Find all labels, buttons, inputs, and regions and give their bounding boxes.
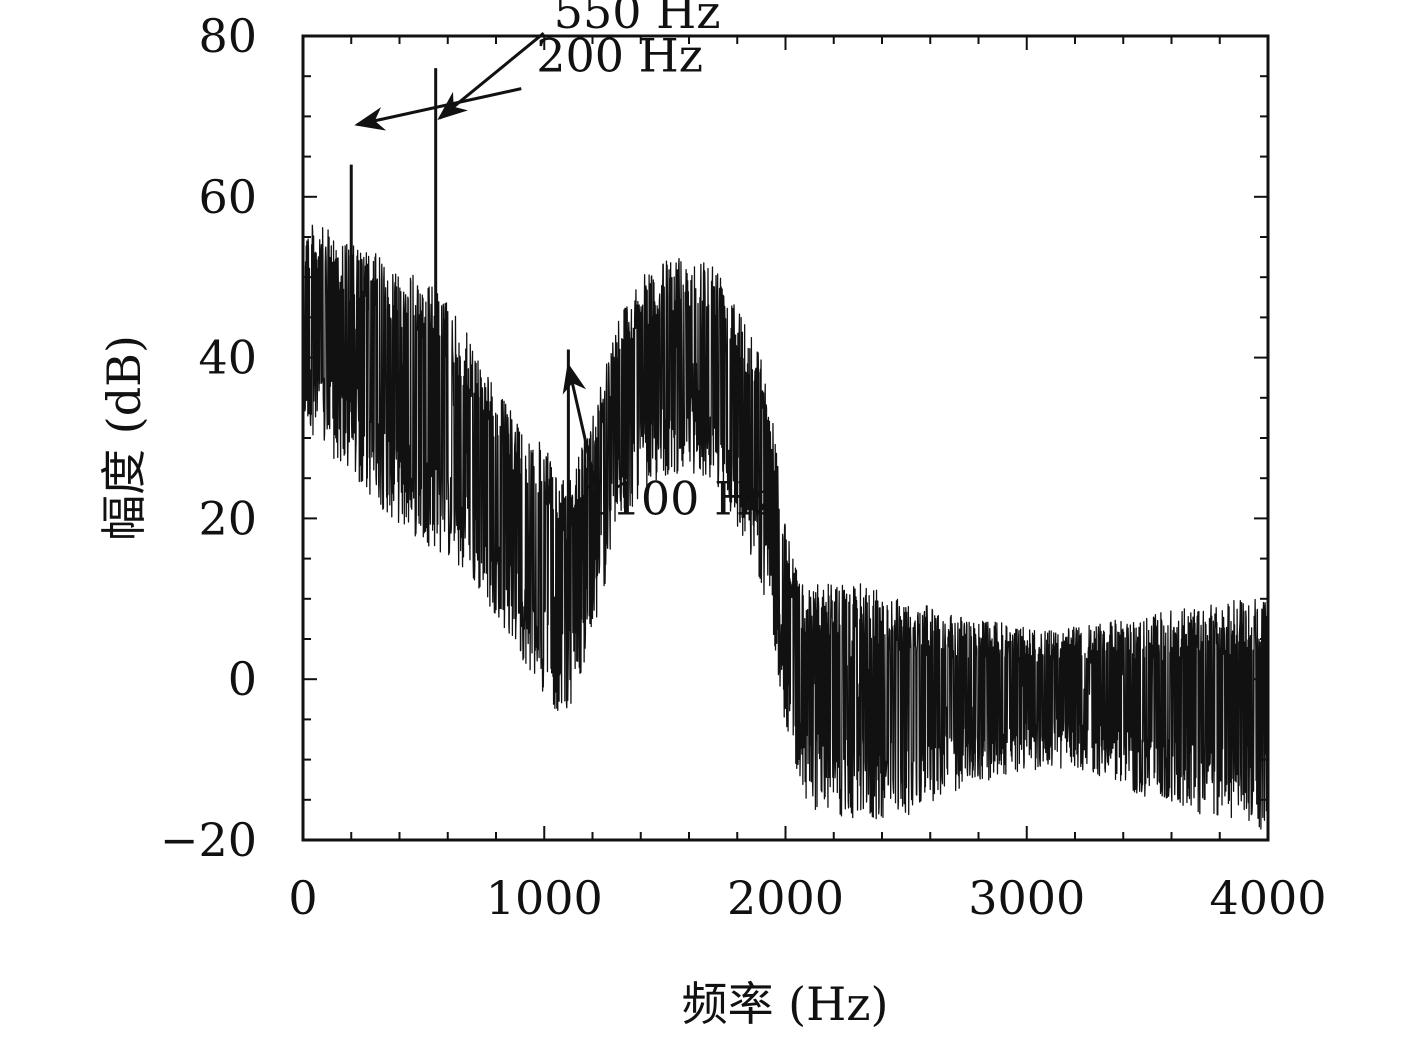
annotation-label: 550 Hz (554, 0, 721, 39)
annotation-arrow (437, 31, 545, 121)
annotation-arrow (354, 87, 522, 131)
y-tick-label: −20 (160, 813, 257, 867)
y-tick-label: 60 (198, 170, 257, 224)
x-tick-label: 4000 (1209, 871, 1326, 925)
x-tick-label: 1000 (486, 871, 603, 925)
annotation-label: 200 Hz (536, 29, 703, 83)
y-tick-label: 80 (198, 9, 257, 63)
spectrum-line (302, 224, 1269, 830)
ticks-layer (302, 35, 1269, 841)
x-axis-title: 频率 (Hz) (682, 977, 889, 1031)
series-layer (302, 68, 1269, 830)
tick-labels-layer: 0 1000 2000 3000 4000 −20 0 20 40 60 80 (160, 9, 1327, 925)
y-tick-label: 20 (198, 491, 257, 545)
x-tick-label: 2000 (727, 871, 844, 925)
y-axis-title: 幅度 (dB) (97, 335, 151, 541)
x-tick-label: 0 (288, 871, 317, 925)
y-tick-label: 40 (198, 331, 257, 385)
x-tick-label: 3000 (968, 871, 1085, 925)
annotation-label: 1100 Hz (582, 472, 778, 526)
y-tick-label: 0 (228, 652, 257, 706)
annotation-arrow (562, 362, 600, 498)
